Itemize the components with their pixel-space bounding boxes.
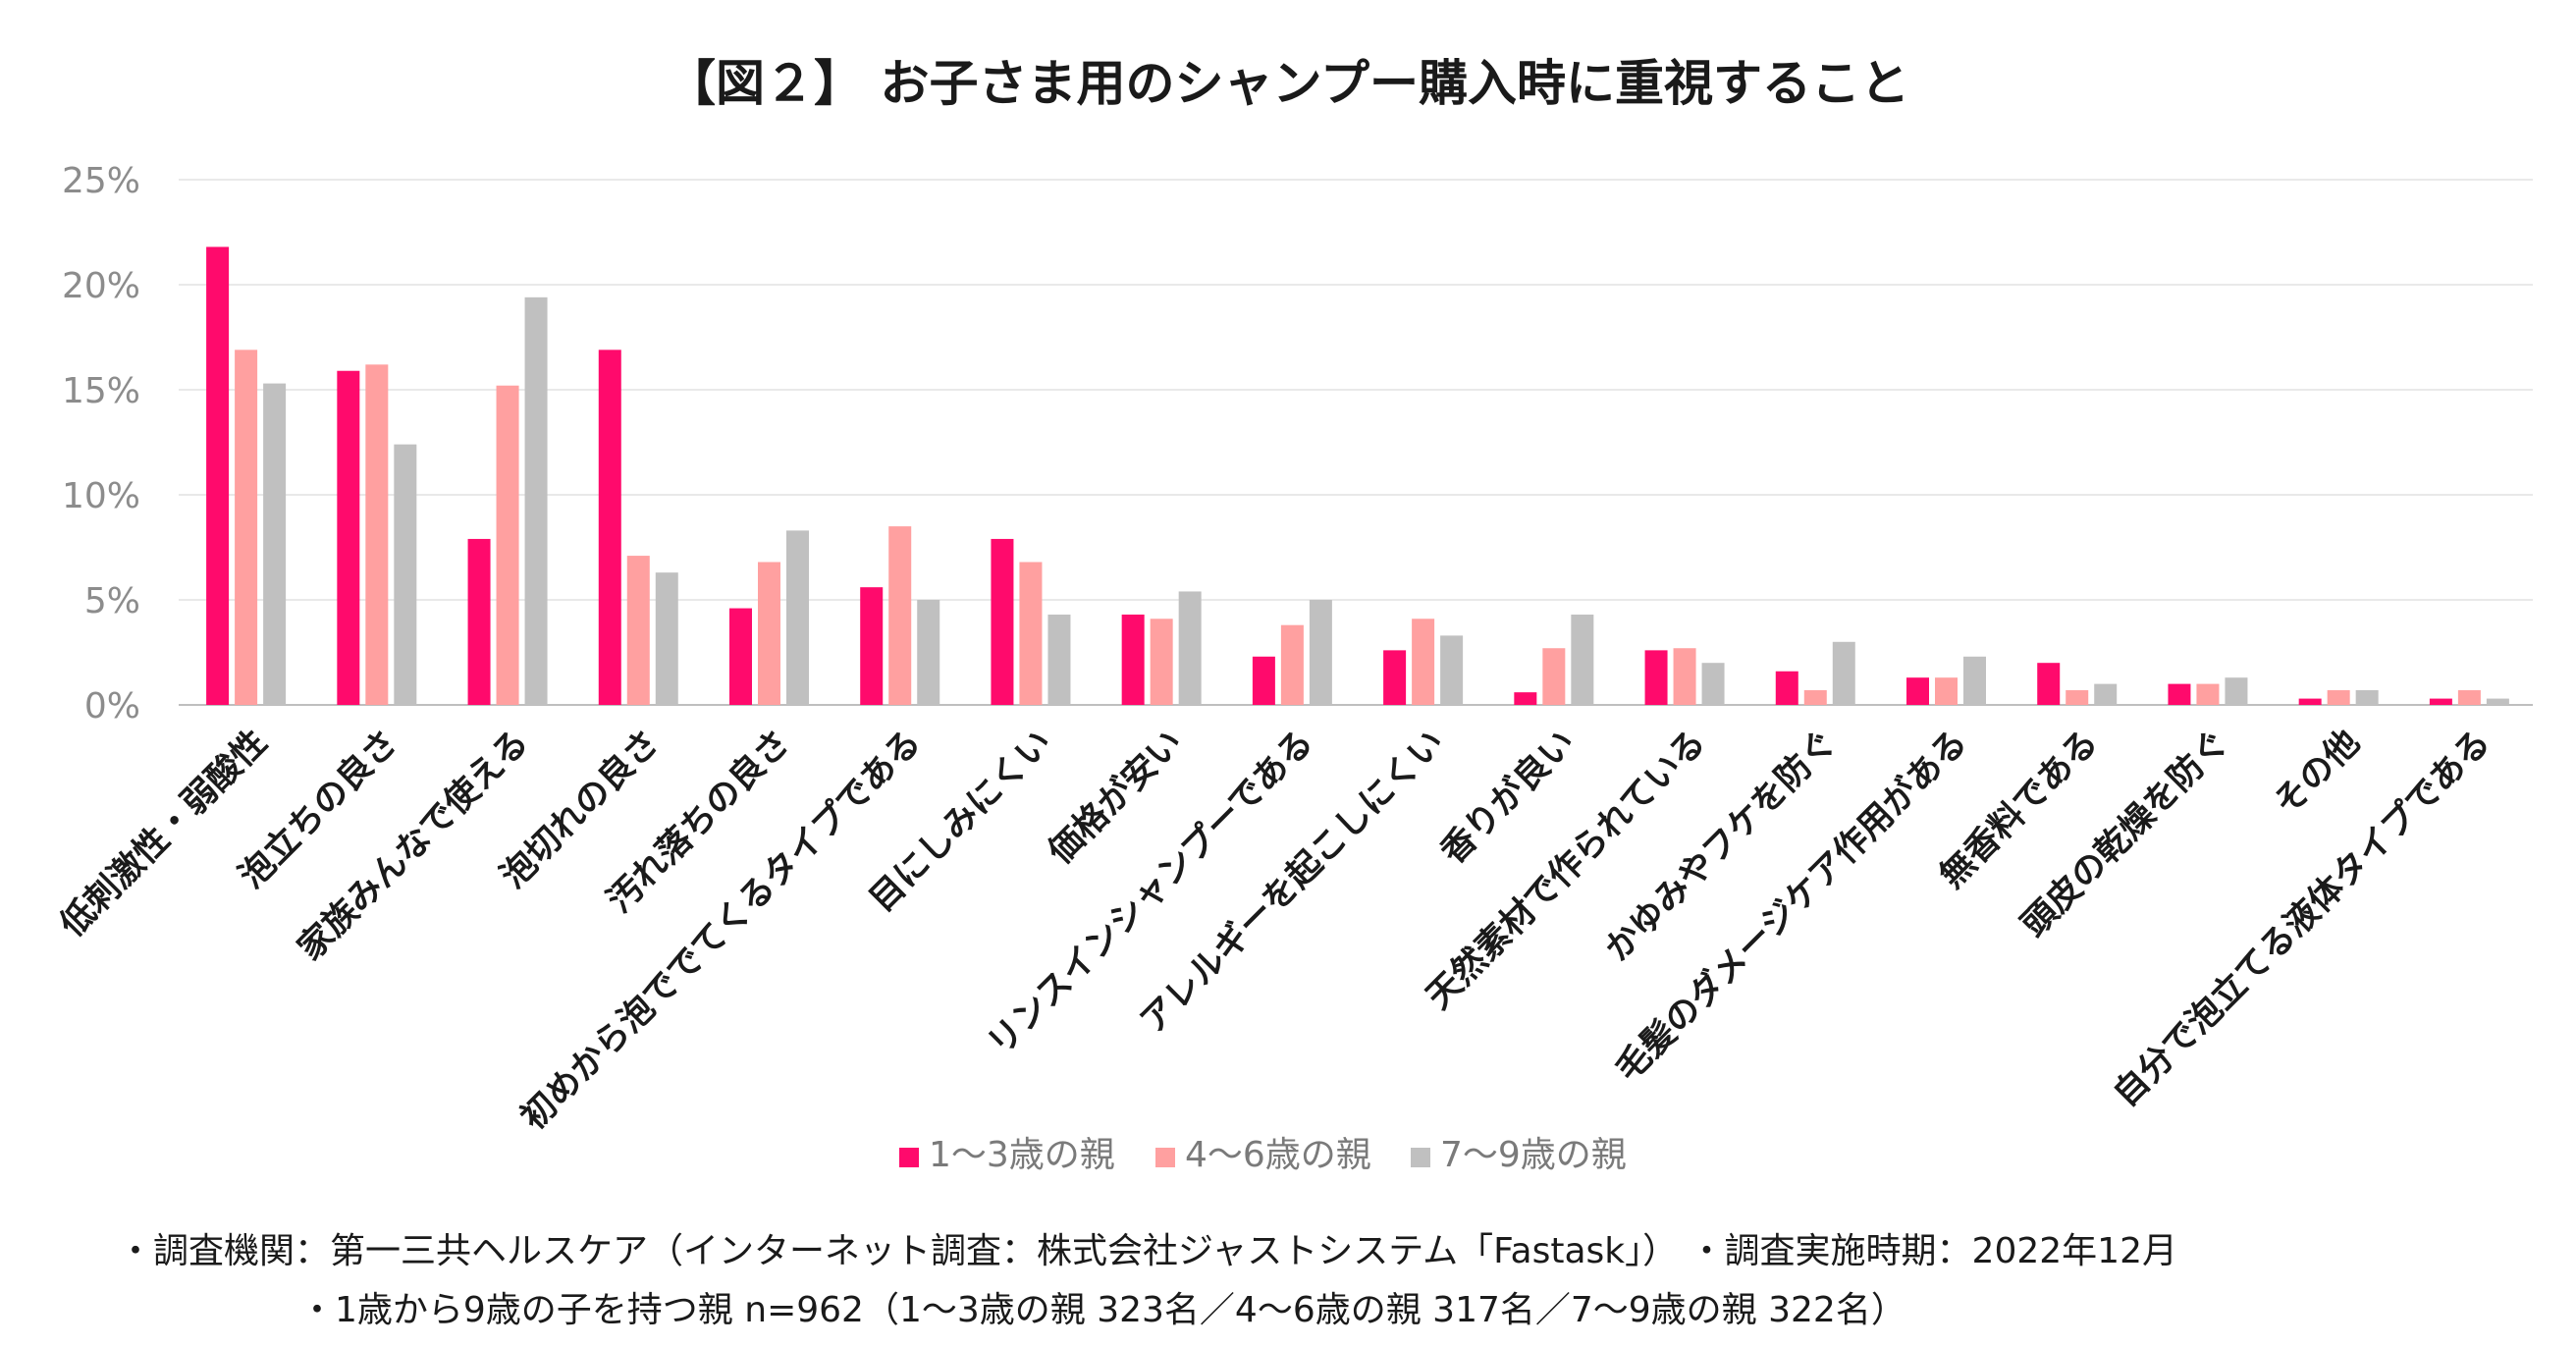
bar bbox=[1803, 690, 1827, 705]
bar bbox=[1514, 692, 1537, 705]
bar bbox=[1383, 650, 1407, 705]
legend-swatch bbox=[1155, 1148, 1175, 1167]
bar bbox=[2168, 683, 2191, 705]
bar bbox=[1673, 648, 1696, 705]
y-tick-label: 20% bbox=[62, 266, 140, 306]
y-tick-label: 0% bbox=[84, 686, 140, 727]
bar bbox=[1571, 614, 1594, 705]
x-tick-label: 低刺激性・弱酸性 bbox=[53, 723, 275, 944]
bar bbox=[626, 556, 650, 705]
bar bbox=[1644, 650, 1668, 705]
y-tick-label: 15% bbox=[62, 371, 140, 411]
bar bbox=[1935, 677, 1958, 705]
bar bbox=[1701, 663, 1725, 705]
bar bbox=[729, 608, 752, 705]
bar bbox=[337, 370, 360, 705]
bar bbox=[1775, 671, 1798, 705]
bar bbox=[860, 587, 884, 705]
y-tick-label: 10% bbox=[62, 476, 140, 516]
survey-note-line-1: ・調査機関：第一三共ヘルスケア（インターネット調査：株式会社ジャストシステム「F… bbox=[118, 1231, 2177, 1271]
bar bbox=[1047, 614, 1071, 705]
gridlines bbox=[179, 179, 2533, 706]
bar bbox=[1906, 677, 1929, 705]
x-tick-label: かゆみやフケを防ぐ bbox=[1598, 723, 1845, 969]
bar bbox=[206, 246, 230, 706]
bar bbox=[917, 600, 940, 705]
bar bbox=[2457, 690, 2481, 705]
bar bbox=[2486, 698, 2509, 705]
bar bbox=[2429, 698, 2452, 705]
bar bbox=[2298, 698, 2322, 705]
bar bbox=[758, 562, 780, 705]
bar bbox=[1832, 641, 1855, 705]
legend-swatch bbox=[899, 1148, 919, 1167]
legend-swatch bbox=[1411, 1148, 1430, 1167]
legend-label: 4～6歳の親 bbox=[1185, 1135, 1371, 1175]
bar bbox=[598, 350, 621, 705]
bar bbox=[1178, 591, 1202, 705]
bar bbox=[1542, 648, 1566, 705]
bar bbox=[2355, 690, 2379, 705]
bar bbox=[1412, 619, 1435, 705]
bar bbox=[2196, 683, 2220, 705]
bar bbox=[263, 383, 287, 705]
legend: 1～3歳の親 4～6歳の親 7～9歳の親 bbox=[899, 1135, 1627, 1175]
bar bbox=[524, 296, 548, 705]
survey-note-line-2: ・1歳から9歳の子を持つ親 n=962（1～3歳の親 323名／4～6歳の親 3… bbox=[299, 1290, 1906, 1330]
bar bbox=[235, 350, 258, 705]
bar bbox=[991, 538, 1014, 705]
bar bbox=[2066, 690, 2089, 705]
bar bbox=[2225, 677, 2248, 705]
bar bbox=[467, 538, 491, 705]
legend-label: 7～9歳の親 bbox=[1440, 1135, 1627, 1175]
bar bbox=[2094, 683, 2118, 705]
bar bbox=[394, 444, 417, 705]
bar bbox=[2037, 663, 2061, 705]
bar bbox=[655, 572, 678, 705]
bar bbox=[1440, 635, 1464, 705]
bar bbox=[2327, 690, 2350, 705]
legend-label: 1～3歳の親 bbox=[929, 1135, 1115, 1175]
bar bbox=[496, 385, 519, 705]
bar bbox=[888, 526, 912, 705]
chart-title: 【図２】 お子さま用のシャンプー購入時に重視すること bbox=[667, 55, 1909, 112]
bar bbox=[365, 364, 389, 705]
y-axis-tick-labels: 0% 5% 10% 15% 20% 25% bbox=[62, 161, 140, 727]
bar bbox=[1280, 624, 1304, 705]
bar bbox=[1309, 600, 1332, 705]
bar bbox=[786, 530, 809, 705]
bars bbox=[206, 246, 2509, 706]
bar bbox=[1121, 614, 1145, 705]
bar bbox=[1252, 656, 1275, 705]
bar bbox=[1150, 619, 1173, 705]
y-tick-label: 25% bbox=[62, 161, 140, 201]
x-axis-category-labels: 低刺激性・弱酸性泡立ちの良さ家族みんなで使える泡切れの良さ汚れ落ちの良さ初めから… bbox=[53, 722, 2498, 1137]
bar bbox=[1019, 562, 1043, 705]
y-tick-label: 5% bbox=[84, 581, 140, 621]
x-tick-label: その他 bbox=[2267, 723, 2368, 824]
x-tick-label: 家族みんなで使える bbox=[291, 723, 536, 968]
bar bbox=[1963, 656, 1986, 705]
